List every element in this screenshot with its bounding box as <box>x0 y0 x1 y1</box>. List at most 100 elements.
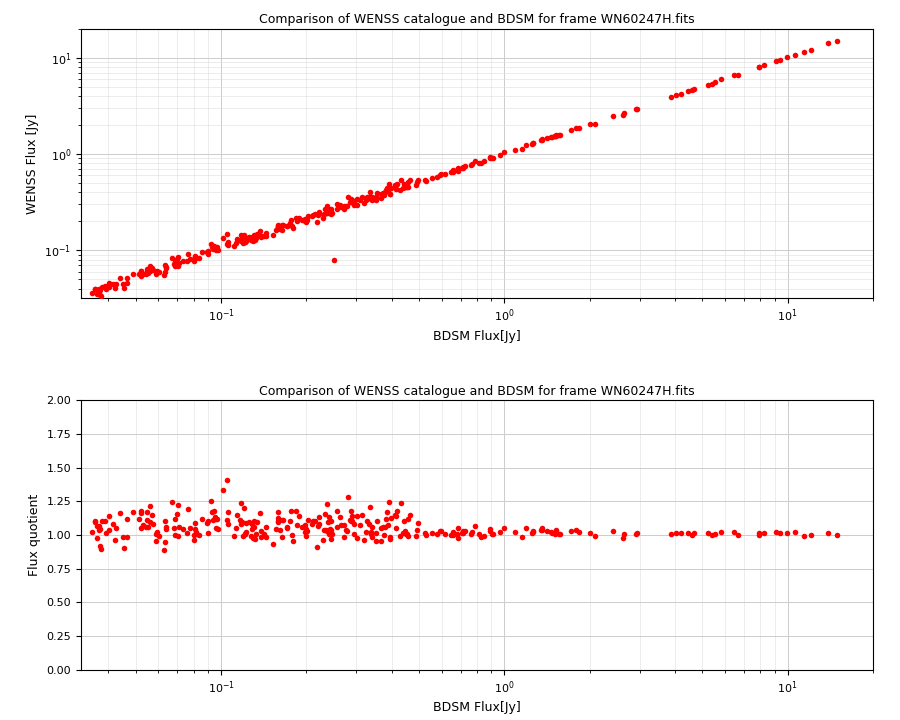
Point <box>143 516 157 528</box>
Point <box>382 179 397 190</box>
Point <box>134 523 148 534</box>
Point <box>253 225 267 237</box>
Point <box>205 506 220 518</box>
Point <box>364 194 378 205</box>
Point <box>497 523 511 534</box>
Point <box>534 135 548 146</box>
Point <box>360 191 374 202</box>
Point <box>569 524 583 536</box>
Point <box>126 506 140 518</box>
Point <box>446 526 461 538</box>
Point <box>209 244 223 256</box>
Point <box>94 290 108 302</box>
Point <box>797 47 812 58</box>
Point <box>134 270 148 282</box>
Point <box>788 49 802 60</box>
Point <box>280 522 294 534</box>
Point <box>364 191 379 202</box>
Point <box>680 86 695 97</box>
Point <box>133 266 148 277</box>
Point <box>271 219 285 230</box>
Point <box>147 264 161 276</box>
Point <box>254 531 268 542</box>
Point <box>165 497 179 508</box>
Point <box>334 519 348 531</box>
Point <box>346 197 361 208</box>
Point <box>378 186 392 198</box>
Point <box>200 517 214 528</box>
Point <box>344 516 358 527</box>
Point <box>276 514 291 526</box>
Point <box>434 526 448 537</box>
Point <box>396 182 410 194</box>
Point <box>220 228 234 240</box>
Point <box>248 534 263 545</box>
Point <box>403 174 418 186</box>
Point <box>329 505 344 516</box>
Point <box>237 503 251 514</box>
Point <box>629 528 643 540</box>
Point <box>245 518 259 530</box>
Point <box>207 505 221 516</box>
Point <box>708 76 723 88</box>
Point <box>708 528 723 539</box>
Point <box>700 78 715 90</box>
Point <box>133 507 148 518</box>
Point <box>323 206 338 217</box>
Point <box>275 531 290 543</box>
Point <box>629 103 643 114</box>
Point <box>359 526 374 538</box>
Point <box>374 189 388 200</box>
Point <box>297 215 311 226</box>
Point <box>316 535 330 546</box>
Point <box>780 51 795 63</box>
Point <box>482 152 497 163</box>
Point <box>323 515 338 526</box>
Point <box>369 192 383 203</box>
Point <box>311 206 326 217</box>
Point <box>220 239 235 251</box>
Point <box>167 513 182 525</box>
Point <box>616 107 631 119</box>
Point <box>247 231 261 243</box>
Point <box>340 491 355 503</box>
X-axis label: BDSM Flux[Jy]: BDSM Flux[Jy] <box>433 330 521 343</box>
Point <box>253 507 267 518</box>
Point <box>629 527 643 539</box>
Point <box>338 201 353 212</box>
Point <box>425 528 439 539</box>
Point <box>194 513 209 525</box>
Point <box>266 538 281 549</box>
Point <box>92 520 106 531</box>
Point <box>446 165 461 176</box>
Point <box>257 230 272 241</box>
Point <box>188 523 202 535</box>
Point <box>113 273 128 284</box>
Point <box>382 189 397 200</box>
Point <box>295 215 310 226</box>
Point <box>229 238 243 249</box>
Point <box>238 517 253 528</box>
Point <box>337 519 351 531</box>
Point <box>205 241 220 253</box>
Point <box>797 530 812 541</box>
Point <box>317 524 331 536</box>
Point <box>525 138 539 150</box>
Point <box>382 496 397 508</box>
Point <box>318 508 332 520</box>
Point <box>616 532 630 544</box>
Point <box>482 523 497 534</box>
Y-axis label: Flux quotient: Flux quotient <box>28 494 41 576</box>
Point <box>346 199 361 211</box>
Point <box>108 282 122 294</box>
Point <box>236 530 250 541</box>
Point <box>353 194 367 206</box>
Point <box>548 526 562 537</box>
Point <box>329 203 344 215</box>
Point <box>187 250 202 261</box>
Point <box>338 523 353 535</box>
Point <box>152 531 166 542</box>
Point <box>143 500 157 512</box>
Point <box>194 246 209 258</box>
Point <box>388 509 402 521</box>
